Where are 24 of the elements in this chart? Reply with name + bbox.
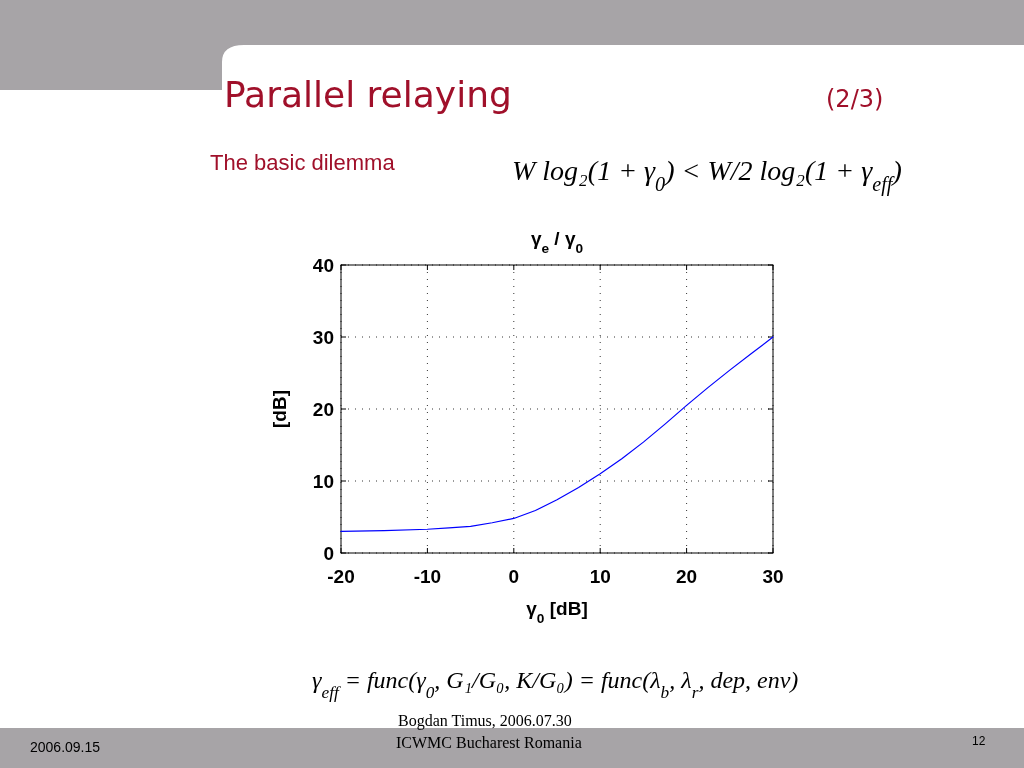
y-tick-label: 0 bbox=[323, 543, 334, 564]
text: W log₂(1 + γ$_{0}$) < W/2 log₂(1 + γ$_{eff}$) bbox=[512, 155, 902, 196]
line-series bbox=[340, 336, 774, 532]
x-tick-label: -20 bbox=[327, 566, 355, 587]
text: (2/3) bbox=[826, 85, 884, 113]
y-tick-label: 40 bbox=[312, 255, 334, 276]
y-tick-label: 20 bbox=[312, 399, 334, 420]
x-tick-label: -10 bbox=[413, 566, 442, 587]
y-tick-label: 10 bbox=[312, 471, 334, 492]
text: 2006.09.15 bbox=[30, 739, 101, 755]
text: Parallel relaying bbox=[224, 74, 512, 115]
text: Bogdan Timus, 2006.07.30 bbox=[398, 712, 572, 730]
y-axis-title: [dB] bbox=[269, 390, 290, 428]
y-tick-label: 30 bbox=[312, 327, 334, 348]
chart-title: γ$_{e}$ / γ$_{0}$ bbox=[530, 228, 584, 256]
x-tick-label: 10 bbox=[589, 566, 611, 587]
text: γ$_{eff}$ = func(γ$_{0}$, G₁/G₀, K/G₀) = func(λ$_{b}$, λ$_{r}$, dep, env) bbox=[312, 667, 799, 702]
x-tick-label: 0 bbox=[508, 566, 520, 587]
x-tick-label: 30 bbox=[762, 566, 784, 587]
x-tick-label: 20 bbox=[676, 566, 698, 587]
text: ICWMC Bucharest Romania bbox=[396, 734, 582, 751]
text: 12 bbox=[972, 734, 986, 748]
x-axis-title: γ$_{0}$ [dB] bbox=[526, 598, 588, 626]
text: The basic dilemma bbox=[210, 150, 396, 175]
